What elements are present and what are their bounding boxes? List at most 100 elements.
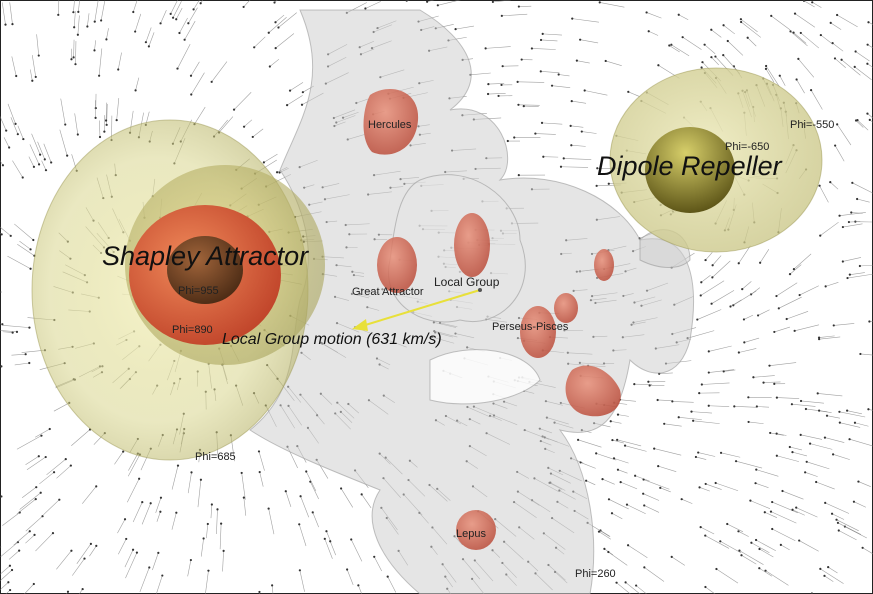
flow-line [552,85,571,88]
flow-line [233,92,252,110]
flow-line [839,422,861,428]
flow-head [274,21,277,24]
flow-line [222,550,224,572]
flow-line [361,494,372,509]
flow-head [804,407,808,411]
flow-head [37,455,40,458]
flow-head [831,453,835,456]
flow-head [739,18,743,21]
flow-head [39,153,42,156]
flow-head [11,23,14,26]
flow-head [125,537,128,541]
flow-line [648,30,659,36]
flow-line [114,451,124,465]
flow-head [867,21,870,24]
flow-head [268,65,271,68]
flow-head [852,500,856,503]
flow-line [743,314,754,320]
flow-line [712,260,731,278]
flow-head [819,33,822,37]
flow-head [816,392,819,395]
flow-head [570,144,573,147]
flow-line [258,451,265,471]
flow-head [648,384,651,387]
flow-head [714,55,717,58]
flow-head [749,499,752,502]
flow-line [540,71,560,74]
flow-line [106,28,109,40]
flow-head [711,276,714,279]
contour-label: Phi=260 [575,568,616,580]
flow-line [772,528,796,542]
flow-line [141,503,151,525]
flow-line [350,539,363,562]
flow-head [72,56,75,59]
flow-head [15,74,18,78]
flow-line [654,448,682,456]
flow-line [643,493,660,501]
flow-line [8,550,20,560]
flow-head [0,365,3,368]
flow-line [748,421,764,424]
flow-line [742,281,752,290]
flow-line [617,439,642,447]
flow-line [672,401,694,403]
flow-head [623,444,627,447]
motion-label: Local Group motion (631 km/s) [222,331,442,348]
flow-head [710,302,713,305]
flow-head [559,165,563,168]
overdensities [363,88,621,550]
flow-line [599,2,625,8]
flow-head [798,293,801,297]
flow-line [708,369,735,373]
flow-head [857,480,860,483]
flow-head [569,124,572,127]
flow-line [854,422,869,427]
flow-head [830,512,834,515]
flow-head [360,493,363,496]
flow-head [58,498,61,501]
flow-line [727,523,744,533]
flow-line [570,125,584,128]
flow-head [793,12,797,15]
flow-line [628,91,640,97]
flow-line [860,353,873,356]
flow-line [853,501,867,508]
flow-line [19,240,31,250]
flow-head [738,549,741,552]
flow-line [190,61,200,76]
flow-line [243,497,247,516]
flow-head [64,123,67,126]
flow-line [10,117,19,135]
flow-head [769,510,773,513]
flow-line [612,439,624,444]
flow-head [5,129,8,132]
flow-head [642,492,645,495]
flow-line [764,511,778,518]
flow-head [93,20,96,23]
flow-line [776,433,787,436]
flow-line [437,0,461,6]
flow-line [584,90,608,96]
flow-head [48,427,51,431]
flow-line [669,45,680,53]
flow-line [117,519,126,534]
flow-line [184,20,196,40]
flow-line [836,124,852,146]
flow-head [824,501,827,504]
flow-line [127,454,141,477]
flow-head [817,336,821,339]
flow-line [772,501,798,514]
flow-line [289,82,304,91]
flow-line [124,549,134,568]
flow-head [262,161,265,164]
flow-head [189,558,192,562]
flow-head [454,28,457,31]
flow-head [539,70,542,73]
flow-head [798,539,801,542]
flow-head [100,19,103,22]
flow-head [577,438,580,441]
flow-head [762,381,765,384]
flow-head [175,511,178,514]
flow-head [771,527,774,531]
